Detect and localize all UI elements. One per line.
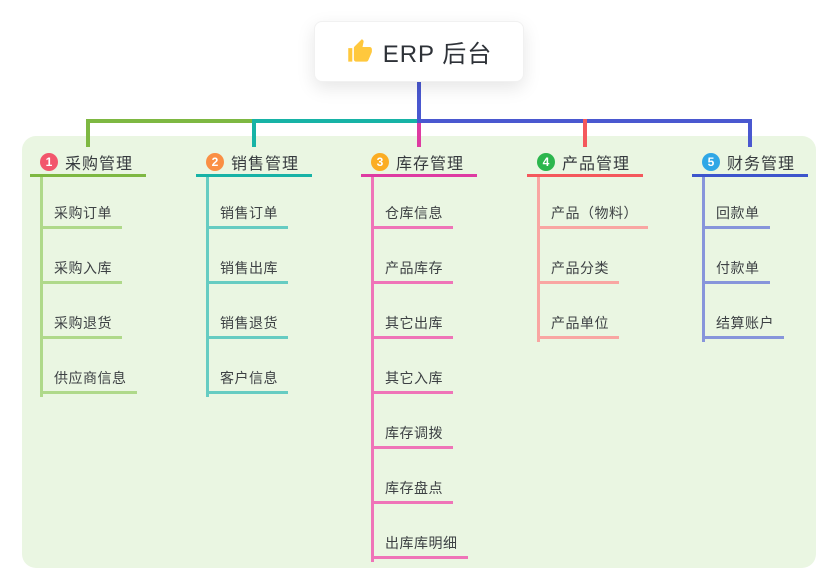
thumbs-up-icon [347, 39, 372, 62]
node-item[interactable]: 销售订单 [206, 203, 288, 229]
node-item[interactable]: 库存调拨 [371, 423, 453, 449]
node-item[interactable]: 其它出库 [371, 313, 453, 339]
branch-sales: 2 销售管理 销售订单 销售出库 销售退货 客户信息 [196, 150, 336, 397]
drop-line-inventory [417, 123, 421, 147]
branch-heading-sales[interactable]: 2 销售管理 [196, 150, 312, 177]
node-item[interactable]: 销售退货 [206, 313, 288, 339]
branch-label: 库存管理 [396, 156, 465, 173]
node-item[interactable]: 客户信息 [206, 368, 288, 394]
root-connector-line [417, 82, 421, 123]
branch-trunk-line [206, 177, 209, 397]
number-badge: 1 [40, 153, 58, 171]
node-item[interactable]: 结算账户 [702, 313, 784, 339]
connector-line-purchase [86, 119, 254, 123]
branch-finance: 5 财务管理 回款单 付款单 结算账户 [692, 150, 832, 342]
node-item[interactable]: 产品库存 [371, 258, 453, 284]
branch-purchase: 1 采购管理 采购订单 采购入库 采购退货 供应商信息 [30, 150, 170, 397]
branch-heading-finance[interactable]: 5 财务管理 [692, 150, 808, 177]
node-item[interactable]: 仓库信息 [371, 203, 453, 229]
branch-trunk-line [371, 177, 374, 562]
branch-trunk-line [702, 177, 705, 342]
number-badge: 4 [537, 153, 555, 171]
branch-label: 财务管理 [727, 156, 796, 173]
node-item[interactable]: 库存盘点 [371, 478, 453, 504]
root-node-label: ERP 后台 [382, 41, 493, 68]
node-item[interactable]: 产品单位 [537, 313, 619, 339]
branch-label: 采购管理 [65, 156, 134, 173]
drop-line-purchase [86, 119, 90, 147]
number-badge: 3 [371, 153, 389, 171]
node-item[interactable]: 付款单 [702, 258, 770, 284]
branch-heading-inventory[interactable]: 3 库存管理 [361, 150, 477, 177]
node-item[interactable]: 采购退货 [40, 313, 122, 339]
node-item[interactable]: 采购订单 [40, 203, 122, 229]
node-item[interactable]: 销售出库 [206, 258, 288, 284]
branch-product: 4 产品管理 产品（物料） 产品分类 产品单位 [527, 150, 667, 342]
node-item[interactable]: 采购入库 [40, 258, 122, 284]
branch-label: 销售管理 [231, 156, 300, 173]
number-badge: 2 [206, 153, 224, 171]
number-badge: 5 [702, 153, 720, 171]
branch-label: 产品管理 [562, 156, 631, 173]
branch-heading-purchase[interactable]: 1 采购管理 [30, 150, 146, 177]
branch-heading-product[interactable]: 4 产品管理 [527, 150, 643, 177]
drop-line-finance [748, 119, 752, 147]
root-node[interactable]: ERP 后台 [314, 21, 524, 82]
node-item[interactable]: 其它入库 [371, 368, 453, 394]
node-item[interactable]: 回款单 [702, 203, 770, 229]
drop-line-product [583, 119, 587, 147]
node-item[interactable]: 产品（物料） [537, 203, 648, 229]
branch-trunk-line [40, 177, 43, 397]
node-item[interactable]: 产品分类 [537, 258, 619, 284]
node-item[interactable]: 出库库明细 [371, 533, 468, 559]
drop-line-sales [252, 119, 256, 147]
branches-background-panel [22, 136, 816, 568]
branch-trunk-line [537, 177, 540, 342]
node-item[interactable]: 供应商信息 [40, 368, 137, 394]
connector-line-sales [252, 119, 419, 123]
branch-inventory: 3 库存管理 仓库信息 产品库存 其它出库 其它入库 库存调拨 库存盘点 出库库… [361, 150, 501, 562]
